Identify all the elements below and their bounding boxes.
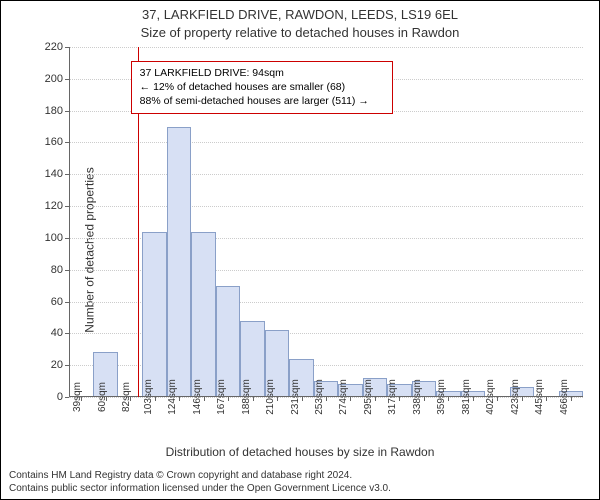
histogram-bar [167,127,191,397]
ytick-label: 80 [51,264,69,276]
xtick-mark [253,397,254,401]
xtick-mark [546,397,547,401]
xtick-mark [399,397,400,401]
xtick-label: 423sqm [504,379,521,415]
xtick-label: 103sqm [137,379,154,415]
xtick-label: 60sqm [91,382,108,412]
xtick-mark [302,397,303,401]
grid-line [69,206,583,208]
ytick-label: 60 [51,296,69,308]
histogram-bar [142,232,166,397]
x-axis [69,396,583,397]
xtick-label: 210sqm [259,379,276,415]
ytick-label: 140 [45,168,69,180]
xtick-label: 146sqm [186,379,203,415]
xtick-label: 466sqm [553,379,570,415]
xtick-mark [424,397,425,401]
xtick-label: 188sqm [235,379,252,415]
ytick-label: 20 [51,359,69,371]
ytick-label: 100 [45,232,69,244]
xtick-label: 82sqm [115,382,132,412]
xtick-label: 359sqm [431,379,448,415]
chart-title-main: 37, LARKFIELD DRIVE, RAWDON, LEEDS, LS19… [1,7,599,22]
plot-area: 02040608010012014016018020022039sqm60sqm… [69,47,583,397]
xtick-label: 381sqm [455,379,472,415]
xtick-mark [571,397,572,401]
xtick-label: 402sqm [480,379,497,415]
grid-line [69,174,583,176]
xtick-label: 317sqm [382,379,399,415]
xtick-mark [350,397,351,401]
xtick-label: 253sqm [308,379,325,415]
xtick-mark [155,397,156,401]
footer-attribution: Contains HM Land Registry data © Crown c… [9,470,591,495]
xtick-label: 445sqm [528,379,545,415]
xtick-mark [375,397,376,401]
footer-line: Contains HM Land Registry data © Crown c… [9,470,591,483]
xtick-mark [473,397,474,401]
xtick-mark [448,397,449,401]
xtick-label: 167sqm [210,379,227,415]
footer-line: Contains public sector information licen… [9,483,591,496]
xtick-mark [497,397,498,401]
ytick-label: 160 [45,136,69,148]
info-box-line: 88% of semi-detached houses are larger (… [140,94,384,108]
xtick-mark [179,397,180,401]
ytick-label: 40 [51,327,69,339]
xtick-label: 274sqm [333,379,350,415]
ytick-label: 180 [45,105,69,117]
xtick-label: 124sqm [161,379,178,415]
chart-title-sub: Size of property relative to detached ho… [1,25,599,40]
xtick-label: 295sqm [357,379,374,415]
grid-line [69,142,583,144]
xtick-label: 231sqm [284,379,301,415]
xtick-mark [277,397,278,401]
info-box-line: 37 LARKFIELD DRIVE: 94sqm [140,66,384,80]
info-box-line: ← 12% of detached houses are smaller (68… [140,80,384,94]
chart-container: 37, LARKFIELD DRIVE, RAWDON, LEEDS, LS19… [0,0,600,500]
xtick-mark [204,397,205,401]
ytick-label: 200 [45,73,69,85]
histogram-bar [191,232,215,397]
xtick-label: 338sqm [406,379,423,415]
xtick-mark [228,397,229,401]
xtick-mark [326,397,327,401]
x-axis-label: Distribution of detached houses by size … [1,445,599,459]
y-axis [69,47,70,397]
info-box: 37 LARKFIELD DRIVE: 94sqm← 12% of detach… [131,61,393,114]
xtick-mark [522,397,523,401]
ytick-label: 120 [45,200,69,212]
grid-line [69,47,583,49]
ytick-label: 220 [45,41,69,53]
